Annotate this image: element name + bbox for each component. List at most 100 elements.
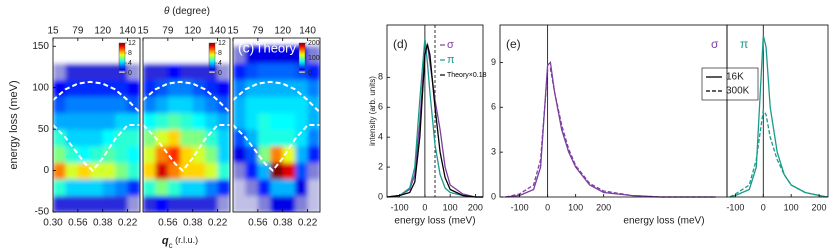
- heatmap-cell: [115, 195, 129, 212]
- heatmap-cells: [53, 46, 140, 212]
- heatmap-cell: [192, 112, 206, 130]
- heatmap-cell: [143, 46, 157, 64]
- heatmap-cell: [155, 129, 169, 147]
- top-tick-label: 140: [299, 26, 316, 37]
- colorbar-tick-label: 12: [218, 40, 226, 47]
- top-tick-label: 120: [274, 26, 291, 37]
- heatmap-cell: [167, 145, 181, 163]
- heatmap-cell: [217, 195, 230, 212]
- heatmap-cell: [282, 129, 296, 147]
- y-tick-label: 6: [378, 102, 383, 112]
- x-tick-label: 0.56: [68, 218, 88, 229]
- heatmap-cell: [127, 162, 140, 180]
- heatmap-cell: [90, 62, 104, 81]
- heatmap-cells: [143, 46, 230, 212]
- heatmap-cell: [53, 178, 67, 197]
- heatmap-cell: [127, 46, 140, 64]
- heatmap-cell: [217, 46, 230, 64]
- x-tick-label: 100: [784, 202, 799, 212]
- heatmap-cell: [257, 96, 271, 114]
- heatmap-cell: [192, 145, 206, 163]
- y-tick-label: 100: [32, 82, 49, 93]
- heatmap-cell: [245, 96, 259, 114]
- panel-name: Theory: [256, 40, 297, 55]
- panel-name: Exp-σ: [81, 40, 116, 55]
- heatmap-cell: [102, 178, 116, 197]
- x-tick-label: 0.56: [158, 218, 178, 229]
- heatmap-cell: [53, 145, 67, 163]
- heatmap-cell: [65, 162, 79, 180]
- heatmap-cell: [77, 195, 91, 212]
- heatmap-cell: [77, 112, 91, 130]
- heatmap-cell: [167, 178, 181, 197]
- heatmap-cell: [257, 129, 271, 147]
- heatmap-cell: [233, 46, 247, 64]
- panel-label: (a): [58, 40, 75, 56]
- plot-frame: [52, 37, 141, 213]
- heatmap-cell: [77, 129, 91, 147]
- x-tick-label: 0: [422, 202, 427, 212]
- heatmap-cell: [205, 178, 219, 197]
- colorbar: [208, 42, 216, 74]
- heatmap-cell: [155, 195, 169, 212]
- heatmap-cell: [77, 178, 91, 197]
- heatmap-cell: [307, 46, 320, 64]
- heatmap-cell: [167, 195, 181, 212]
- spectrum-line: [505, 60, 716, 198]
- heatmap-cell: [180, 195, 194, 212]
- heatmap-cell: [102, 129, 116, 147]
- x-axis-label: energy loss (meV): [394, 216, 475, 227]
- colorbar-tick-label: 0: [308, 70, 312, 77]
- heatmap-cell: [192, 129, 206, 147]
- heatmap-cell: [127, 145, 140, 163]
- heatmap-cell: [77, 62, 91, 81]
- heatmap-cell: [245, 62, 259, 81]
- heatmap-cell: [167, 96, 181, 114]
- heatmap-cell: [127, 178, 140, 197]
- panel-label: (d): [393, 37, 408, 51]
- y-tick-label: 3: [491, 147, 496, 157]
- y-tick-label: 4: [378, 132, 383, 142]
- heatmap-cell: [102, 162, 116, 180]
- heatmap-cell: [77, 145, 91, 163]
- colorbar-tick-label: 200: [308, 40, 320, 47]
- heatmap-cell: [115, 112, 129, 130]
- heatmap-cell: [180, 62, 194, 81]
- heatmap-cell: [167, 62, 181, 81]
- heatmap-cell: [102, 96, 116, 114]
- heatmap-cell: [65, 178, 79, 197]
- heatmap-cell: [270, 62, 284, 81]
- heatmap-cell: [65, 62, 79, 81]
- heatmap-cell: [270, 178, 284, 197]
- legend-box: [701, 67, 759, 101]
- heatmap-cell: [245, 112, 259, 130]
- x-tick-label: 100: [443, 202, 458, 212]
- heatmap-cell: [233, 96, 247, 114]
- colorbar-tick-label: 0: [218, 70, 222, 77]
- heatmap-cell: [205, 129, 219, 147]
- heatmap-cell: [233, 178, 247, 197]
- legend-label: 300K: [726, 86, 750, 97]
- x-axis-unit: (r.l.u.): [173, 235, 199, 245]
- heatmap-cell: [205, 112, 219, 130]
- y-tick-label: -50: [35, 207, 50, 218]
- heatmap-cell: [127, 79, 140, 97]
- heatmap-cell: [115, 129, 129, 147]
- heatmap-cell: [217, 145, 230, 163]
- heatmap-cell: [102, 112, 116, 130]
- heatmap-cell: [307, 195, 320, 212]
- heatmap-cell: [90, 162, 104, 180]
- heatmap-cell: [167, 129, 181, 147]
- heatmap-cell: [307, 178, 320, 197]
- heatmap-cell: [282, 178, 296, 197]
- heatmap-cell: [270, 195, 284, 212]
- x-axis-symbol: q: [162, 235, 169, 247]
- top-tick-label: 15: [47, 26, 59, 37]
- heatmap-cell: [90, 129, 104, 147]
- heatmap-cell: [127, 195, 140, 212]
- heatmap-cell: [257, 162, 271, 180]
- heatmap-cell: [102, 79, 116, 97]
- heatmap-cell: [217, 79, 230, 97]
- heatmap-cell: [53, 162, 67, 180]
- plot-frame: [232, 37, 321, 213]
